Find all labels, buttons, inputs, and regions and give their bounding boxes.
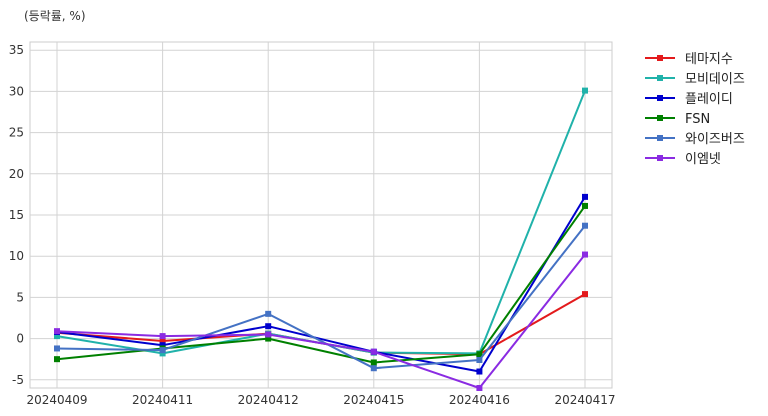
data-point (582, 193, 588, 200)
legend-marker (657, 155, 663, 161)
legend-marker (657, 135, 663, 141)
legend-label: 플레이디 (685, 92, 733, 107)
data-point (265, 323, 272, 330)
x-tick-label: 20240416 (449, 393, 510, 407)
data-point (476, 356, 483, 363)
data-point (370, 365, 377, 372)
x-tick-label: 20240417 (554, 393, 615, 407)
y-tick-label: 5 (16, 290, 24, 304)
legend-label: 이엠넷 (685, 152, 721, 167)
legend-label: 와이즈버즈 (685, 132, 745, 147)
legend-label: FSN (685, 112, 710, 127)
y-tick-label: 30 (9, 84, 24, 98)
data-point (265, 310, 272, 317)
legend-marker (657, 95, 663, 101)
data-point (582, 87, 588, 94)
y-tick-label: 35 (9, 43, 24, 57)
data-point (159, 347, 166, 354)
series-line (56, 225, 586, 370)
data-point (265, 331, 272, 338)
data-point (54, 328, 60, 335)
x-axis: 20240409 20240411 20240412 20240415 20240416… (26, 393, 615, 407)
x-tick-label: 20240415 (343, 393, 404, 407)
unit-label: (등락률, %) (24, 9, 86, 23)
data-point (582, 202, 588, 209)
series-group (54, 87, 588, 391)
y-tick-label: 25 (9, 126, 24, 140)
y-tick-label: 0 (16, 332, 24, 346)
data-point (159, 338, 166, 345)
data-point (54, 345, 60, 352)
data-point (476, 368, 483, 375)
legend-marker (657, 75, 663, 81)
legend-label: 모비데이즈 (685, 72, 745, 87)
series-line (56, 196, 586, 373)
y-tick-label: 15 (9, 208, 24, 222)
data-point (476, 385, 483, 391)
series-line (56, 253, 586, 389)
legend-label: 테마지수 (685, 52, 733, 67)
x-tick-label: 20240409 (26, 393, 87, 407)
data-point (582, 251, 588, 258)
y-tick-label: 20 (9, 167, 24, 181)
y-tick-label: -5 (12, 373, 24, 387)
data-point (54, 333, 60, 340)
data-point (159, 350, 166, 357)
legend-marker (657, 115, 663, 121)
x-tick-label: 20240411 (132, 393, 193, 407)
data-point (582, 291, 588, 298)
data-point (370, 348, 377, 355)
data-point (370, 359, 377, 366)
data-point (265, 335, 272, 342)
legend-marker (657, 55, 663, 61)
y-axis: -5 0 5 10 15 20 25 30 35 (9, 43, 24, 387)
data-point (476, 351, 483, 358)
data-point (54, 356, 60, 363)
x-tick-label: 20240412 (238, 393, 299, 407)
data-point (582, 222, 588, 229)
data-point (159, 333, 166, 340)
y-tick-label: 10 (9, 249, 24, 263)
data-point (159, 342, 166, 349)
